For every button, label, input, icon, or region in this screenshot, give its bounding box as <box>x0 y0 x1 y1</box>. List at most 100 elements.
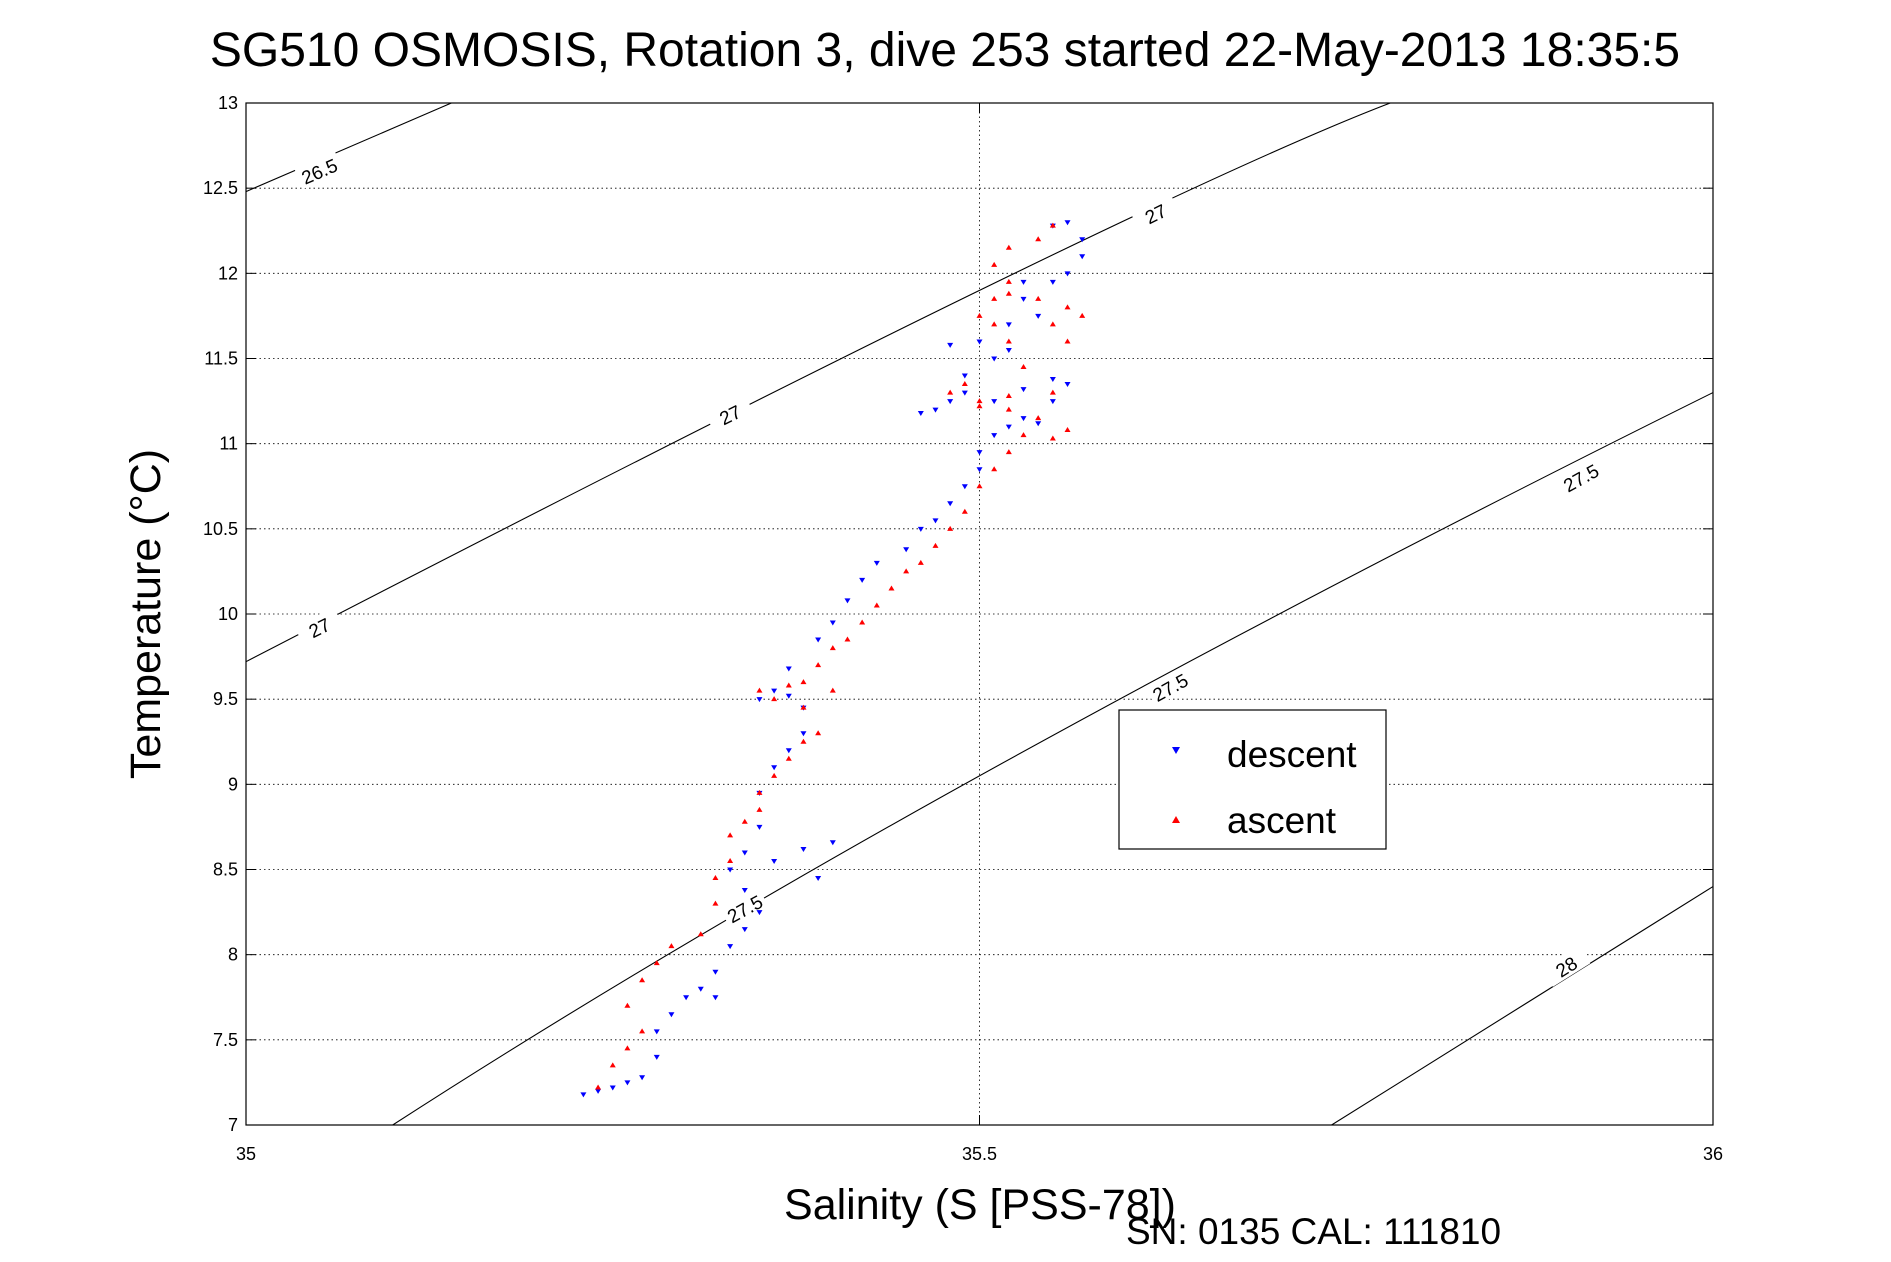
ascent-point <box>800 704 807 710</box>
descent-point <box>1049 399 1056 405</box>
descent-point <box>609 1085 616 1091</box>
descent-point <box>683 995 690 1001</box>
y-tick-label: 9.5 <box>213 689 238 709</box>
descent-point <box>932 518 939 524</box>
ascent-point <box>947 389 954 395</box>
descent-point <box>653 1029 660 1035</box>
y-axis-ticks: 7 7.5 8 8.5 9 9.5 10 10.5 11 11.5 12 12.5 13 <box>203 93 1713 1135</box>
descent-point <box>741 887 748 893</box>
descent-point <box>771 688 778 694</box>
descent-point <box>1005 322 1012 328</box>
contour-label-bg <box>1555 456 1606 498</box>
ascent-point <box>609 1062 616 1068</box>
descent-point <box>829 840 836 846</box>
descent-point <box>932 407 939 413</box>
descent-point <box>771 765 778 771</box>
ascent-point <box>976 398 983 404</box>
descent-point <box>712 995 719 1001</box>
legend-descent-label: descent <box>1227 734 1357 775</box>
descent-point <box>1079 254 1086 260</box>
density-contour-line <box>392 392 1713 1125</box>
descent-point <box>756 824 763 830</box>
descent-point <box>991 433 998 439</box>
ascent-point <box>903 568 910 574</box>
descent-point <box>815 637 822 643</box>
ascent-point <box>1005 406 1012 412</box>
descent-point <box>1005 424 1012 430</box>
ascent-point <box>697 931 704 937</box>
legend-box <box>1118 709 1387 850</box>
ascent-point <box>1035 415 1042 421</box>
descent-point <box>771 858 778 864</box>
descent-point <box>1005 347 1012 353</box>
density-contour-line <box>1331 886 1713 1125</box>
contour-label-bg <box>1145 666 1195 707</box>
ascent-point <box>888 585 895 591</box>
descent-point <box>903 547 910 553</box>
ascent-point <box>624 1002 631 1008</box>
ascent-point <box>756 789 763 795</box>
ascent-point <box>1064 338 1071 344</box>
descent-point <box>580 1092 587 1098</box>
density-contour-line <box>246 103 452 193</box>
ascent-point <box>1049 435 1056 441</box>
descent-point <box>1064 382 1071 388</box>
ascent-point <box>712 900 719 906</box>
ascent-point <box>756 806 763 812</box>
ascent-point <box>653 960 660 966</box>
descent-point <box>1020 279 1027 285</box>
y-tick-label: 11.5 <box>204 349 238 369</box>
descent-point <box>727 867 734 873</box>
descent-point <box>917 526 924 532</box>
y-axis-label: Temperature (°C) <box>122 449 170 779</box>
descent-point <box>947 399 954 405</box>
descent-point <box>991 399 998 405</box>
ascent-point <box>991 261 998 267</box>
y-tick-label: 9 <box>228 774 238 794</box>
descent-point <box>785 748 792 754</box>
legend-descent-marker <box>1172 747 1180 754</box>
descent-point <box>741 850 748 856</box>
descent-point <box>727 944 734 950</box>
descent-point <box>1020 387 1027 393</box>
descent-point <box>668 1012 675 1018</box>
descent-point <box>639 1075 646 1081</box>
descent-point <box>1035 421 1042 427</box>
descent-point <box>800 731 807 737</box>
descent-point <box>917 411 924 417</box>
descent-point <box>756 910 763 916</box>
ascent-point <box>727 832 734 838</box>
descent-point <box>697 986 704 992</box>
descent-point <box>741 927 748 933</box>
descent-point <box>947 501 954 507</box>
descent-point <box>1079 237 1086 243</box>
ascent-point <box>1035 295 1042 301</box>
y-tick-label: 8.5 <box>213 860 238 880</box>
y-tick-label: 12 <box>218 263 238 283</box>
x-axis-ticks: 35 35.5 36 <box>236 103 1723 1164</box>
descent-point <box>1020 296 1027 302</box>
contour-label-bg <box>294 151 344 190</box>
ascent-point <box>976 483 983 489</box>
y-tick-label: 13 <box>218 93 238 113</box>
ascent-point <box>961 381 968 387</box>
descent-point <box>976 339 983 345</box>
contour-label-bg <box>294 607 344 647</box>
ascent-point <box>947 525 954 531</box>
contour-label-bg <box>1130 193 1180 233</box>
ascent-point <box>756 687 763 693</box>
ascent-point <box>844 636 851 642</box>
descent-point <box>1049 279 1056 285</box>
descent-point <box>624 1080 631 1086</box>
descent-point <box>815 876 822 882</box>
ascent-point <box>1020 364 1027 370</box>
ascent-point <box>785 755 792 761</box>
legend-ascent-marker <box>1172 816 1180 823</box>
ascent-point <box>932 542 939 548</box>
ascent-point <box>815 730 822 736</box>
ascent-point <box>771 772 778 778</box>
ascent-point <box>991 466 998 472</box>
ascent-point <box>741 818 748 824</box>
ascent-point <box>1005 449 1012 455</box>
ascent-point <box>976 403 983 409</box>
